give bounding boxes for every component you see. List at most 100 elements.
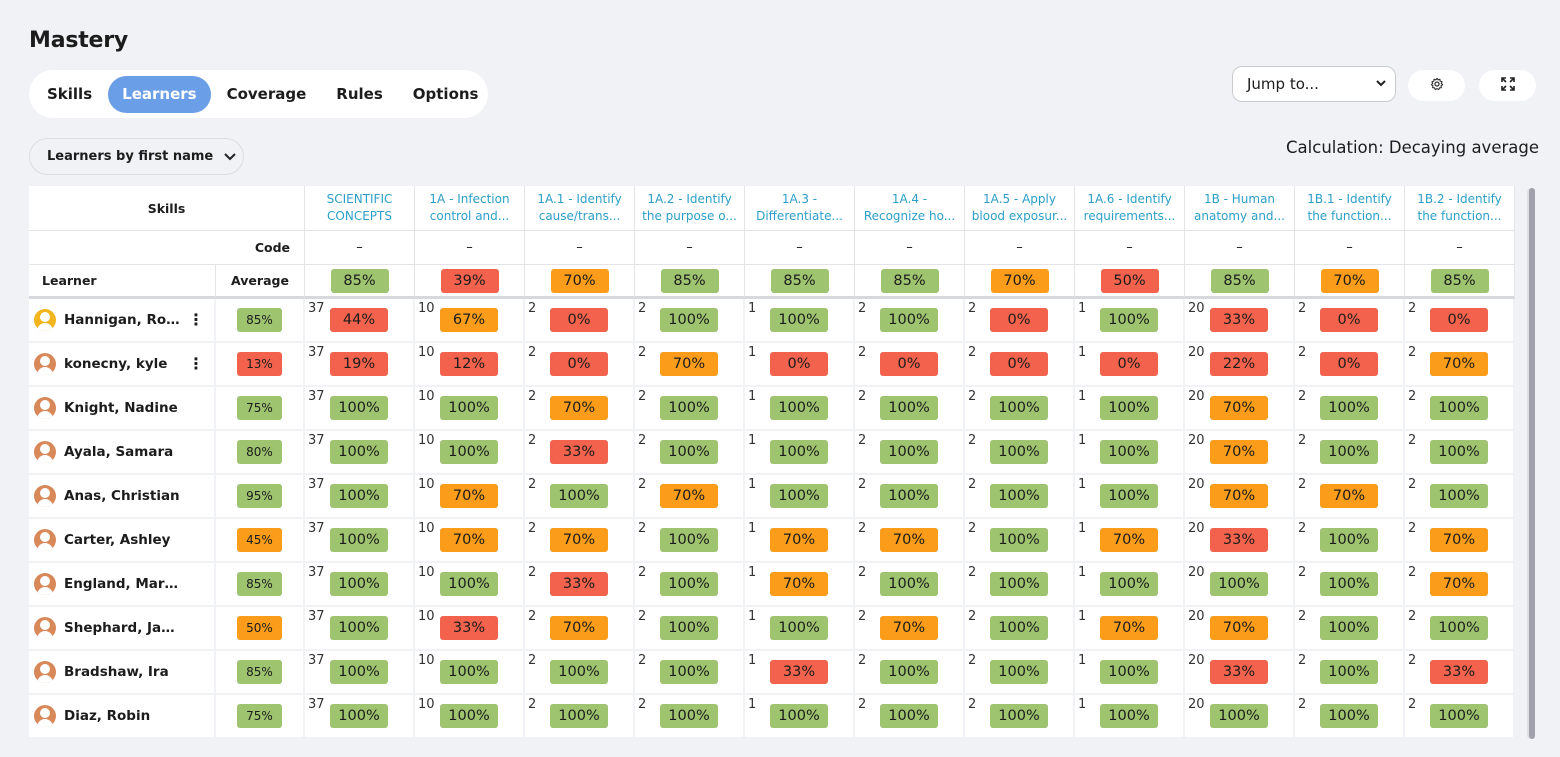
mastery-cell[interactable]: 2 0%	[855, 343, 965, 387]
mastery-cell[interactable]: 1 100%	[1075, 431, 1185, 475]
mastery-cell[interactable]: 2 100%	[635, 431, 745, 475]
mastery-cell[interactable]: 10 12%	[415, 343, 525, 387]
mastery-cell[interactable]: 2 70%	[1405, 563, 1515, 607]
mastery-cell[interactable]: 20 33%	[1185, 651, 1295, 695]
tab-options[interactable]: Options	[412, 85, 479, 103]
mastery-cell[interactable]: 2 100%	[1295, 695, 1405, 739]
mastery-cell[interactable]: 1 100%	[1075, 563, 1185, 607]
learner-name-cell[interactable]: Anas, Christian	[29, 475, 216, 519]
mastery-cell[interactable]: 2 100%	[635, 299, 745, 343]
mastery-cell[interactable]: 37 44%	[305, 299, 415, 343]
mastery-cell[interactable]: 2 100%	[1295, 651, 1405, 695]
mastery-cell[interactable]: 1 70%	[745, 519, 855, 563]
mastery-cell[interactable]: 37 100%	[305, 519, 415, 563]
learner-name-cell[interactable]: Carter, Ashley	[29, 519, 216, 563]
mastery-cell[interactable]: 2 100%	[965, 519, 1075, 563]
mastery-cell[interactable]: 1 100%	[745, 387, 855, 431]
tab-learners[interactable]: Learners	[108, 75, 211, 113]
mastery-cell[interactable]: 2 100%	[855, 695, 965, 739]
learner-name[interactable]: Shephard, Jamal	[64, 620, 182, 636]
mastery-cell[interactable]: 1 70%	[1075, 607, 1185, 651]
mastery-cell[interactable]: 10 100%	[415, 563, 525, 607]
tab-coverage[interactable]: Coverage	[226, 85, 307, 103]
mastery-cell[interactable]: 20 100%	[1185, 695, 1295, 739]
mastery-cell[interactable]: 2 0%	[1295, 299, 1405, 343]
mastery-cell[interactable]: 1 100%	[745, 431, 855, 475]
mastery-cell[interactable]: 2 100%	[965, 607, 1075, 651]
mastery-cell[interactable]: 2 0%	[1295, 343, 1405, 387]
learner-name[interactable]: Carter, Ashley	[64, 532, 171, 548]
mastery-cell[interactable]: 2 70%	[525, 607, 635, 651]
skill-column-header[interactable]: 1B - Human anatomy and...	[1185, 186, 1295, 231]
mastery-cell[interactable]: 37 100%	[305, 695, 415, 739]
mastery-cell[interactable]: 2 70%	[525, 387, 635, 431]
fullscreen-button[interactable]	[1479, 70, 1536, 101]
mastery-cell[interactable]: 2 100%	[635, 651, 745, 695]
mastery-cell[interactable]: 2 33%	[525, 431, 635, 475]
mastery-cell[interactable]: 1 33%	[745, 651, 855, 695]
learner-name[interactable]: Hannigan, Rona...	[64, 312, 182, 328]
mastery-cell[interactable]: 2 100%	[1405, 607, 1515, 651]
mastery-cell[interactable]: 10 100%	[415, 651, 525, 695]
mastery-cell[interactable]: 10 100%	[415, 695, 525, 739]
mastery-cell[interactable]: 20 70%	[1185, 475, 1295, 519]
mastery-cell[interactable]: 10 100%	[415, 431, 525, 475]
mastery-cell[interactable]: 2 100%	[1295, 431, 1405, 475]
mastery-cell[interactable]: 2 100%	[855, 387, 965, 431]
mastery-cell[interactable]: 10 33%	[415, 607, 525, 651]
learner-name[interactable]: Anas, Christian	[64, 488, 180, 504]
mastery-cell[interactable]: 2 100%	[635, 607, 745, 651]
more-options-icon[interactable]: ⋮	[188, 310, 204, 329]
mastery-cell[interactable]: 2 0%	[965, 299, 1075, 343]
mastery-cell[interactable]: 2 100%	[1405, 475, 1515, 519]
mastery-cell[interactable]: 2 33%	[1405, 651, 1515, 695]
mastery-cell[interactable]: 2 100%	[1295, 519, 1405, 563]
mastery-cell[interactable]: 2 100%	[965, 475, 1075, 519]
mastery-cell[interactable]: 2 100%	[525, 475, 635, 519]
mastery-cell[interactable]: 1 100%	[1075, 387, 1185, 431]
learner-name-cell[interactable]: England, Mariam	[29, 563, 216, 607]
mastery-cell[interactable]: 2 100%	[525, 695, 635, 739]
mastery-cell[interactable]: 1 100%	[745, 695, 855, 739]
skill-column-header[interactable]: 1A.5 - Apply blood exposur...	[965, 186, 1075, 231]
skill-column-header[interactable]: 1A - Infection control and...	[415, 186, 525, 231]
mastery-cell[interactable]: 1 100%	[1075, 299, 1185, 343]
skill-column-header[interactable]: 1A.3 - Differentiate...	[745, 186, 855, 231]
mastery-cell[interactable]: 10 100%	[415, 387, 525, 431]
mastery-cell[interactable]: 37 100%	[305, 651, 415, 695]
mastery-cell[interactable]: 2 100%	[635, 563, 745, 607]
mastery-cell[interactable]: 37 100%	[305, 387, 415, 431]
mastery-cell[interactable]: 20 70%	[1185, 431, 1295, 475]
learner-name[interactable]: Bradshaw, Ira	[64, 664, 169, 680]
mastery-cell[interactable]: 2 100%	[1295, 607, 1405, 651]
mastery-cell[interactable]: 2 0%	[1405, 299, 1515, 343]
mastery-cell[interactable]: 1 0%	[1075, 343, 1185, 387]
mastery-cell[interactable]: 10 70%	[415, 519, 525, 563]
mastery-cell[interactable]: 1 100%	[1075, 695, 1185, 739]
scrollbar-thumb[interactable]	[1529, 188, 1535, 739]
mastery-cell[interactable]: 2 70%	[525, 519, 635, 563]
learner-name-cell[interactable]: Ayala, Samara	[29, 431, 216, 475]
mastery-cell[interactable]: 2 70%	[1295, 475, 1405, 519]
learner-name-cell[interactable]: Diaz, Robin	[29, 695, 216, 739]
mastery-cell[interactable]: 20 70%	[1185, 607, 1295, 651]
mastery-cell[interactable]: 10 70%	[415, 475, 525, 519]
mastery-cell[interactable]: 1 100%	[745, 607, 855, 651]
learner-name-cell[interactable]: Knight, Nadine	[29, 387, 216, 431]
mastery-cell[interactable]: 2 0%	[525, 299, 635, 343]
mastery-cell[interactable]: 2 100%	[1295, 387, 1405, 431]
skill-column-header[interactable]: 1B.1 - Identify the function...	[1295, 186, 1405, 231]
mastery-cell[interactable]: 2 100%	[965, 387, 1075, 431]
mastery-cell[interactable]: 37 100%	[305, 475, 415, 519]
mastery-cell[interactable]: 37 100%	[305, 563, 415, 607]
mastery-cell[interactable]: 2 70%	[855, 607, 965, 651]
skill-column-header[interactable]: 1A.4 - Recognize ho...	[855, 186, 965, 231]
mastery-cell[interactable]: 2 70%	[635, 343, 745, 387]
mastery-cell[interactable]: 1 70%	[1075, 519, 1185, 563]
learner-name[interactable]: Ayala, Samara	[64, 444, 174, 460]
skill-column-header[interactable]: 1B.2 - Identify the function...	[1405, 186, 1515, 231]
skill-column-header[interactable]: 1A.2 - Identify the purpose o...	[635, 186, 745, 231]
mastery-cell[interactable]: 20 70%	[1185, 387, 1295, 431]
mastery-cell[interactable]: 2 0%	[965, 343, 1075, 387]
learner-name-cell[interactable]: Bradshaw, Ira	[29, 651, 216, 695]
